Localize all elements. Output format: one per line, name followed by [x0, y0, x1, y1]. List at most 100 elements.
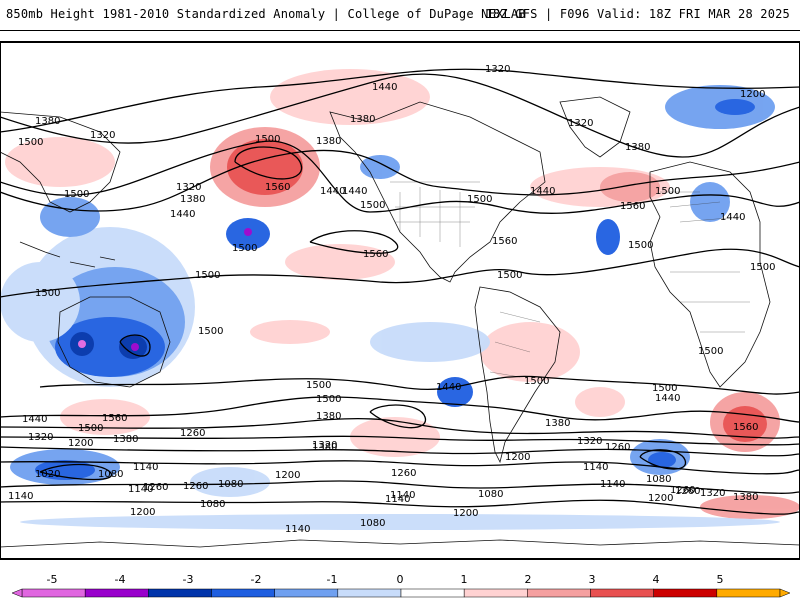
- legend-tick: -3: [182, 573, 194, 586]
- anomaly-negative-antarctic-band: [20, 514, 780, 530]
- contour-label: 1320: [312, 440, 337, 451]
- contour-label: 1500: [64, 189, 89, 200]
- contour-label: 1140: [8, 491, 33, 502]
- contour-label: 1200: [648, 493, 673, 504]
- contour-label: 1380: [733, 492, 758, 503]
- contour-label: 1140: [583, 462, 608, 473]
- contour-label: 1440: [530, 186, 555, 197]
- anomaly-negative-atlantic-west: [596, 219, 620, 255]
- legend-tick: -4: [114, 573, 126, 586]
- border-europe: [660, 191, 741, 223]
- contour-label: 1380: [113, 434, 138, 445]
- map-panel: 1320 1440 1380 1200 1380 1320 1500 1440 …: [0, 41, 800, 560]
- legend-swatch: [400, 588, 465, 598]
- contour-1380-north: [0, 73, 800, 158]
- contour-label: 1560: [733, 422, 758, 433]
- anomaly-negative-arctic-core: [715, 99, 755, 115]
- contour-label: 1500: [360, 200, 385, 211]
- coast-south-america: [474, 286, 561, 464]
- contour-label: 1320: [568, 118, 593, 129]
- contour-label: 1140: [285, 524, 310, 535]
- contour-label: 1200: [275, 470, 300, 481]
- contour-1440-south: [0, 396, 800, 423]
- contour-label: 1560: [363, 249, 388, 260]
- contour-label: 1200: [505, 452, 530, 463]
- contour-label: 1440: [22, 414, 47, 425]
- anomaly-negative-southern-ocean-mid: [190, 467, 270, 497]
- contour-1140-south: [0, 480, 800, 494]
- contour-label: 1200: [130, 507, 155, 518]
- coast-europe-africa: [649, 161, 771, 388]
- legend-swatch: [211, 588, 275, 598]
- contour-label: 1080: [98, 469, 123, 480]
- anomaly-negative-south-atlantic-core: [648, 452, 676, 468]
- contour-labels: 1320 1440 1380 1200 1380 1320 1500 1440 …: [8, 64, 775, 535]
- contour-label: 1500: [655, 186, 680, 197]
- coast-indonesia: [19, 241, 116, 268]
- contour-1500-south: [39, 375, 800, 395]
- model-run-info: 18Z GFS | F096 Valid: 18Z FRI MAR 28 202…: [485, 7, 790, 21]
- contour-label: 1500: [524, 376, 549, 387]
- coast-north-america: [329, 101, 546, 283]
- contour-label: 1140: [390, 490, 415, 501]
- coast-antarctica: [0, 539, 800, 548]
- negative-anomalies: [0, 85, 780, 530]
- contour-1320-north: [0, 68, 800, 133]
- contour-label: 1560: [265, 182, 290, 193]
- contour-label: 1440: [372, 82, 397, 93]
- border-us-states-2: [395, 206, 475, 223]
- contour-label: 1500: [750, 262, 775, 273]
- contour-label: 1500: [195, 270, 220, 281]
- contour-1020-south: [39, 463, 113, 481]
- contour-label: 1320: [90, 130, 115, 141]
- contour-label: 1440: [655, 393, 680, 404]
- header-divider: [0, 30, 800, 31]
- contour-label: 1260: [183, 481, 208, 492]
- anomaly-negative-hawaii-core: [244, 228, 252, 236]
- contour-label: 1440: [436, 382, 461, 393]
- legend-swatch: [84, 588, 149, 598]
- contour-label: 1500: [255, 134, 280, 145]
- contour-label: 1380: [316, 411, 341, 422]
- contour-label: 1500: [232, 243, 257, 254]
- contour-label: 1080: [646, 474, 671, 485]
- anomaly-negative-north-america: [360, 155, 400, 179]
- contour-label: 1500: [306, 380, 331, 391]
- contour-label: 1080: [218, 479, 243, 490]
- contour-label: 1260: [675, 486, 700, 497]
- contour-label: 1260: [605, 442, 630, 453]
- contour-label: 1500: [467, 194, 492, 205]
- contour-1320-south: [0, 435, 800, 446]
- contour-label: 1560: [102, 413, 127, 424]
- contour-label: 1380: [545, 418, 570, 429]
- contour-label: 1440: [720, 212, 745, 223]
- contour-label: 1080: [200, 499, 225, 510]
- contour-label: 1200: [740, 89, 765, 100]
- legend-tick: -1: [326, 573, 338, 586]
- height-contours: [0, 68, 800, 515]
- coast-asia-east: [0, 111, 121, 213]
- contour-label: 1260: [670, 485, 695, 496]
- legend-tick: 5: [716, 573, 724, 586]
- contour-label: 1320: [485, 64, 510, 75]
- contour-label: 1260: [143, 482, 168, 493]
- legend-tick: -5: [46, 573, 58, 586]
- anomaly-positive-southern-ocean-east: [700, 495, 800, 519]
- contour-1080-south: [0, 499, 800, 515]
- contour-label: 1140: [133, 462, 158, 473]
- legend-swatch: [716, 588, 781, 598]
- coast-greenland: [559, 96, 631, 158]
- anomaly-negative-philippine-sea: [40, 197, 100, 237]
- anomaly-positive-southern-ocean-west: [60, 399, 150, 435]
- contour-label: 1260: [180, 428, 205, 439]
- legend-swatch: [21, 588, 86, 598]
- contour-label: 1500: [316, 394, 341, 405]
- legend-tick: 3: [588, 573, 596, 586]
- contour-label: 1380: [625, 142, 650, 153]
- contour-label: 1320: [700, 488, 725, 499]
- border-us-states-1: [399, 187, 461, 247]
- contour-loop-australia: [119, 334, 151, 357]
- contour-1560-aleutian: [234, 146, 303, 180]
- contour-1560-mid-pacific: [309, 230, 399, 254]
- contour-label: 1320: [577, 436, 602, 447]
